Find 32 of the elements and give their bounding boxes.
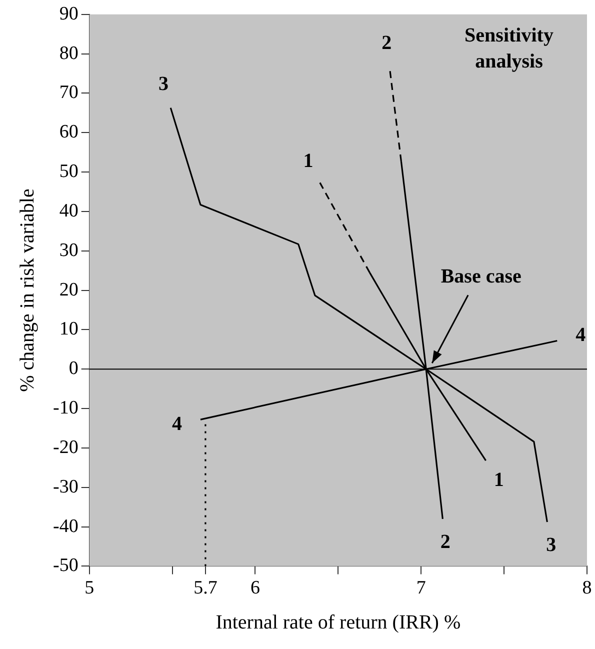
y-axis-title: % change in risk variable bbox=[16, 188, 38, 392]
annotation: 3 bbox=[546, 534, 556, 556]
annotation: 2 bbox=[440, 530, 450, 553]
y-tick-label: 0 bbox=[68, 358, 78, 380]
x-tick-label: 7 bbox=[416, 578, 426, 599]
annotation: 1 bbox=[303, 150, 314, 172]
x-tick-label: 8 bbox=[582, 578, 592, 599]
x-tick-label: 5.7 bbox=[194, 578, 218, 599]
annotation: 4 bbox=[576, 324, 586, 346]
y-tick-label: 30 bbox=[59, 240, 78, 261]
y-tick-label: -50 bbox=[53, 555, 78, 576]
annotation: 2 bbox=[382, 32, 392, 54]
x-tick-label: 5 bbox=[84, 578, 94, 599]
y-tick-label: -40 bbox=[53, 516, 78, 537]
y-tick-label: -30 bbox=[53, 476, 78, 498]
annotation: Sensitivity analysis bbox=[464, 24, 554, 73]
y-tick-label: -20 bbox=[53, 436, 78, 458]
y-tick-label: -10 bbox=[53, 398, 78, 419]
y-tick-label: 10 bbox=[59, 318, 78, 340]
y-tick-label: 80 bbox=[59, 42, 78, 64]
x-axis-title: Internal rate of return (IRR) % bbox=[216, 611, 461, 634]
y-tick-label: 20 bbox=[59, 279, 78, 300]
annotation: 1 bbox=[494, 468, 504, 491]
annotation: 3 bbox=[158, 73, 169, 96]
y-tick-label: 60 bbox=[59, 122, 78, 143]
y-tick-label: 90 bbox=[59, 3, 78, 24]
y-tick-label: 40 bbox=[59, 200, 78, 222]
annotation: 4 bbox=[172, 412, 182, 435]
x-tick-label: 6 bbox=[250, 578, 260, 599]
y-tick-label: 50 bbox=[59, 161, 78, 182]
annotation: Base case bbox=[440, 265, 522, 288]
y-tick-label: 70 bbox=[59, 82, 78, 104]
